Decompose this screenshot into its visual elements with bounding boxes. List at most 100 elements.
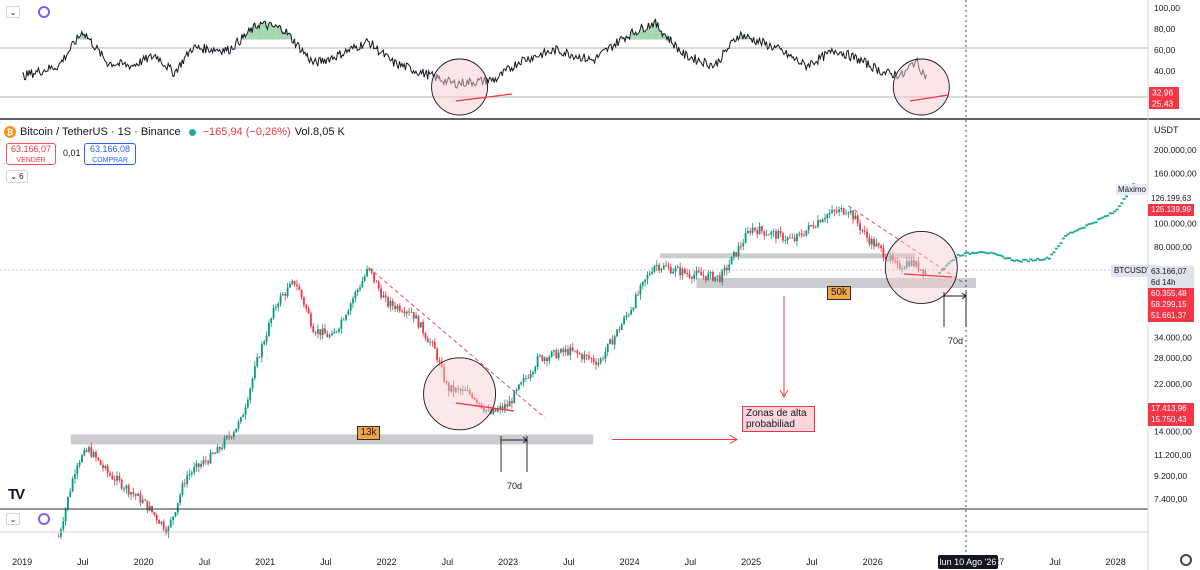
days-label-left[interactable]: 70d — [507, 481, 523, 491]
price-pane[interactable]: 200.000,00 160.000,00 100.000,00 80.000,00 3… — [0, 145, 1197, 540]
collapse-icon[interactable]: ⌄ — [6, 6, 20, 18]
rsi-fill-segment — [616, 38, 619, 40]
rsi-fill-segment — [272, 26, 274, 40]
rsi-fill-segment — [249, 31, 252, 40]
symbol-name[interactable]: Bitcoin / TetherUS · 1S · Binance — [20, 126, 181, 138]
days-label-right[interactable]: 70d — [948, 336, 964, 346]
rsi-fill-segment — [247, 32, 250, 40]
candle-body — [789, 237, 791, 239]
currency-label[interactable]: USDT — [1154, 125, 1179, 135]
candle-body — [763, 231, 766, 236]
rsi-fill-segment — [751, 38, 753, 40]
buy-button[interactable]: 63.166,08 COMPRAR — [84, 143, 136, 165]
candle-body — [609, 339, 611, 344]
price-axis[interactable]: 200.000,00 160.000,00 100.000,00 80.000,00 3… — [1154, 145, 1197, 504]
countdown-tag: 6d 14h — [1148, 277, 1194, 290]
rsi-fill-segment — [747, 34, 750, 40]
candle-body — [57, 536, 60, 538]
candle-body — [90, 447, 93, 457]
rsi-fill-segment — [636, 34, 639, 40]
symbol-legend[interactable]: ₿ Bitcoin / TetherUS · 1S · Binance −165… — [4, 124, 345, 140]
indicator-settings-icon[interactable] — [38, 6, 50, 18]
candle-body — [662, 265, 665, 269]
rsi-fill-segment — [739, 37, 741, 40]
rsi-fill-segment — [639, 32, 641, 40]
support-zones — [70, 253, 976, 445]
candle-body — [253, 366, 256, 379]
candle-body — [319, 329, 322, 336]
candle-body — [655, 264, 658, 266]
candle-body — [721, 270, 724, 282]
candle-body — [370, 268, 373, 273]
candle-body — [123, 488, 125, 490]
rsi-fill-segment — [660, 31, 662, 40]
candle-body — [260, 344, 263, 358]
rsi-value-tag — [1149, 87, 1179, 98]
candle-body — [116, 475, 118, 481]
candle-body — [155, 514, 158, 520]
candle-body — [326, 333, 329, 338]
candle-body — [606, 343, 609, 353]
rsi-fill-segment — [656, 27, 659, 40]
candle-body — [141, 499, 144, 503]
candle-body — [546, 357, 548, 362]
sell-button[interactable]: 63.166,07 VENDER — [6, 143, 56, 165]
time-tick-label: Jul — [199, 557, 211, 567]
price-tick-label: 34.000,00 — [1154, 333, 1192, 343]
zone-annotation[interactable]: Zonas de alta probabiliad — [742, 406, 815, 432]
candle-body — [71, 478, 74, 492]
price-tag: 15.750,43 — [1148, 413, 1194, 426]
candle-body — [856, 215, 859, 224]
rsi-fill-segment — [657, 22, 660, 40]
volume-settings-icon[interactable] — [38, 513, 50, 525]
candle-body — [228, 435, 231, 437]
candle-body — [242, 415, 245, 418]
candle-body — [707, 273, 710, 280]
rsi-fill-segment — [256, 28, 259, 40]
candle-body — [679, 267, 682, 276]
candle-body — [88, 447, 90, 452]
candle-body — [758, 226, 761, 235]
time-tick-label: 2028 — [1106, 557, 1126, 567]
tradingview-logo-icon[interactable]: TV — [8, 486, 25, 503]
time-tick-label: Jul — [77, 557, 89, 567]
candle-body — [686, 272, 689, 274]
gear-icon[interactable] — [1180, 554, 1192, 566]
rsi-value-tag-label: 25,43 — [1152, 99, 1174, 109]
price-tick-label: 11.200,00 — [1154, 450, 1191, 460]
rsi-tick-label: 40,00 — [1154, 66, 1176, 76]
rsi-pane-controls: ⌄ — [6, 6, 50, 18]
candle-body — [786, 237, 789, 241]
price-tick-label: 200.000,00 — [1154, 145, 1197, 155]
candle-body — [256, 357, 259, 367]
candle-body — [204, 460, 207, 462]
candle-body — [475, 399, 478, 403]
candle-body — [352, 298, 354, 304]
candle-body — [676, 267, 679, 268]
rsi-value-tag-label: 32,96 — [1152, 88, 1174, 98]
rsi-fill-segment — [663, 33, 666, 40]
candle-body — [800, 233, 803, 236]
candle-body — [693, 274, 696, 279]
label-13k[interactable]: 13k — [357, 426, 380, 440]
candle-body — [284, 293, 287, 296]
expand-icon[interactable]: ⌄ — [6, 513, 20, 525]
candle-body — [849, 210, 852, 213]
candle-body — [340, 319, 343, 329]
candle-body — [144, 499, 146, 501]
candle-body — [863, 230, 866, 232]
candle-body — [536, 355, 539, 367]
rsi-fill-segment — [259, 27, 261, 40]
candle-body — [835, 211, 838, 213]
candle-body — [181, 483, 184, 495]
candle-body — [139, 493, 142, 503]
candle-body — [882, 248, 885, 258]
label-50k[interactable]: 50k — [827, 286, 851, 300]
candle-body — [704, 275, 707, 280]
candles — [57, 205, 927, 540]
indicators-collapse-button[interactable]: ⌄ 6 — [6, 170, 28, 183]
rsi-tick-label: 100,00 — [1154, 3, 1180, 13]
time-tick-label: Jul — [1049, 557, 1061, 567]
